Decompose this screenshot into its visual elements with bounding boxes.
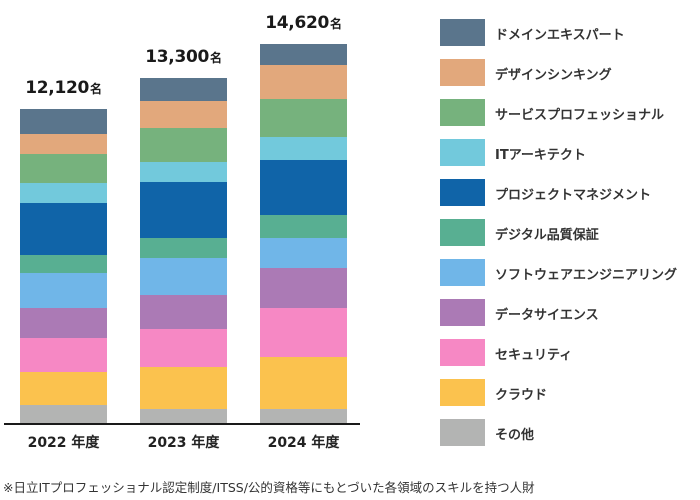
bar-segment — [260, 137, 347, 160]
bar-segment — [140, 409, 227, 423]
legend-item: セキュリティ — [440, 339, 700, 366]
x-axis-label: 2023 年度 — [147, 435, 220, 451]
bar-segment — [140, 329, 227, 368]
bar-segment — [140, 182, 227, 239]
bar-segment — [140, 295, 227, 330]
bar-segment — [140, 258, 227, 296]
legend-label: ドメインエキスパート — [495, 28, 625, 43]
legend-swatch — [440, 259, 485, 286]
legend-label: デジタル品質保証 — [495, 228, 599, 243]
legend-item: クラウド — [440, 379, 700, 406]
legend-swatch — [440, 139, 485, 166]
legend-swatch — [440, 99, 485, 126]
bar-total-label: 12,120名 — [4, 78, 124, 98]
bar-segment — [260, 308, 347, 358]
bar-segment — [20, 308, 107, 339]
legend-swatch — [440, 219, 485, 246]
legend-item: ソフトウェアエンジニアリング — [440, 259, 700, 286]
bar-1 — [20, 109, 107, 423]
legend-item: プロジェクトマネジメント — [440, 179, 700, 206]
legend-item: データサイエンス — [440, 299, 700, 326]
bar-segment — [20, 154, 107, 184]
bar-segment — [260, 159, 347, 215]
legend-label: サービスプロフェッショナル — [495, 108, 665, 123]
bar-segment — [260, 99, 347, 137]
bar-segment — [260, 268, 347, 309]
legend-item: サービスプロフェッショナル — [440, 99, 700, 126]
legend-label: ソフトウェアエンジニアリング — [495, 268, 678, 283]
bar-3 — [260, 44, 347, 423]
bar-segment — [20, 338, 107, 373]
legend-item: ドメインエキスパート — [440, 19, 700, 46]
bar-segment — [20, 372, 107, 406]
bar-segment — [260, 44, 347, 66]
legend-item: デジタル品質保証 — [440, 219, 700, 246]
x-axis-label: 2024 年度 — [267, 435, 340, 451]
legend-label: セキュリティ — [495, 348, 573, 363]
total-value: 13,300 — [145, 47, 210, 68]
legend-label: その他 — [495, 428, 535, 443]
bar-total-label: 13,300名 — [124, 47, 244, 67]
total-unit: 名 — [330, 17, 342, 32]
legend-swatch — [440, 419, 485, 446]
legend-label: プロジェクトマネジメント — [495, 188, 652, 203]
x-axis-line — [4, 423, 360, 425]
bar-segment — [20, 273, 107, 309]
bar-segment — [140, 162, 227, 183]
footnote: ※日立ITプロフェッショナル認定制度/ITSS/公的資格等にもとづいた各領域のス… — [3, 480, 535, 495]
bar-segment — [20, 109, 107, 135]
bar-segment — [260, 65, 347, 100]
legend-label: ITアーキテクト — [495, 148, 586, 163]
legend-swatch — [440, 59, 485, 86]
total-value: 12,120 — [25, 78, 90, 98]
bar-segment — [260, 357, 347, 409]
total-unit: 名 — [90, 82, 102, 96]
bar-segment — [260, 214, 347, 238]
bar-segment — [20, 134, 107, 155]
bar-segment — [260, 237, 347, 269]
x-axis-label: 2022 年度 — [27, 435, 100, 451]
legend-label: データサイエンス — [495, 308, 599, 323]
bar-segment — [140, 128, 227, 163]
legend-item: その他 — [440, 419, 700, 446]
bar-segment — [20, 203, 107, 256]
total-value: 14,620 — [265, 13, 330, 34]
bar-2 — [140, 78, 227, 423]
legend-item: ITアーキテクト — [440, 139, 700, 166]
bar-segment — [140, 100, 227, 129]
bar-total-label: 14,620名 — [244, 13, 364, 33]
total-unit: 名 — [210, 51, 222, 66]
legend-label: クラウド — [495, 388, 548, 403]
bar-segment — [20, 255, 107, 274]
bar-segment — [20, 405, 107, 423]
legend-label: デザインシンキング — [495, 68, 612, 83]
legend-swatch — [440, 339, 485, 366]
legend-swatch — [440, 379, 485, 406]
bar-segment — [140, 238, 227, 259]
legend-swatch — [440, 19, 485, 46]
bar-segment — [140, 367, 227, 409]
legend-swatch — [440, 179, 485, 206]
bar-segment — [140, 78, 227, 101]
legend-item: デザインシンキング — [440, 59, 700, 86]
legend-swatch — [440, 299, 485, 326]
bar-segment — [260, 409, 347, 423]
bar-segment — [20, 183, 107, 204]
